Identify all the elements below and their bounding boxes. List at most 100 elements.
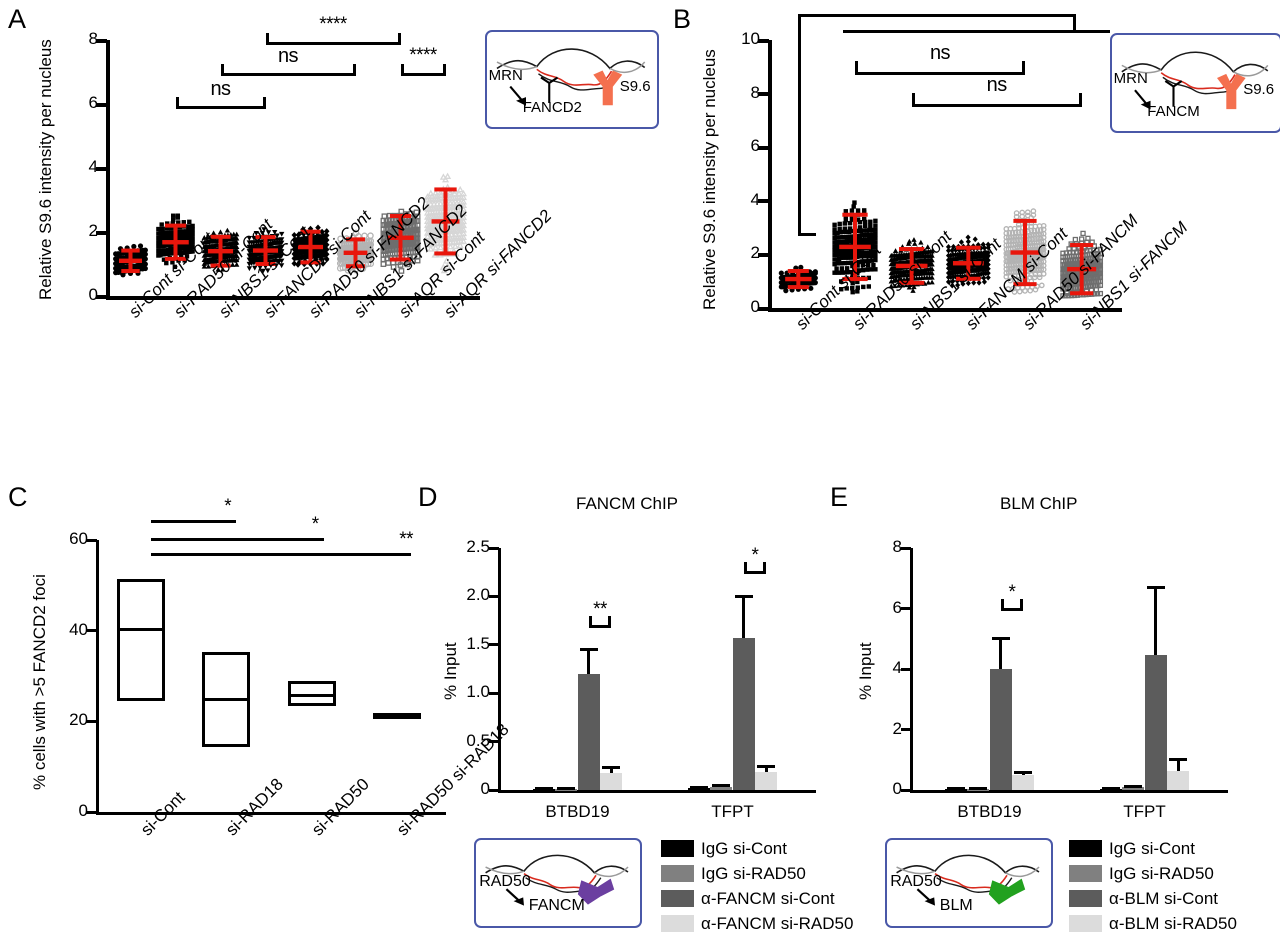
- panel-e-error-cap: [969, 787, 988, 791]
- panel-e-y-axis: [910, 548, 913, 792]
- panel-e-error-cap: [1146, 585, 1165, 589]
- panel-d-y-tick-label: 0: [480, 779, 490, 798]
- panel-d-sig-tick: [588, 616, 592, 628]
- panel-e-sig-bar: [1000, 608, 1024, 611]
- panel-b-sig-bar: [911, 104, 1082, 107]
- panel-c-box-median: [287, 693, 336, 697]
- panel-d-x-axis: [498, 790, 816, 793]
- panel-a-y-tick-label: 0: [88, 285, 98, 304]
- panel-e-y-tick-label: 8: [892, 537, 902, 556]
- panel-d-y-axis: [498, 548, 501, 792]
- panel-letter-d: D: [418, 482, 438, 512]
- panel-d-legend-label: IgG si-Cont: [701, 839, 787, 858]
- panel-c-box: [287, 680, 336, 707]
- panel-a-y-tick-label: 6: [88, 93, 98, 112]
- panel-b-sig-bar-top2: [843, 30, 1110, 33]
- panel-b-sig-label: ns: [929, 42, 951, 64]
- panel-e-error-bar: [1154, 587, 1158, 656]
- panel-d-y-tick-label: 1.5: [466, 633, 490, 653]
- panel-letter-b: B: [673, 4, 692, 34]
- panel-b-sig-tick-right: [1072, 14, 1076, 32]
- panel-d-sig-label: **: [593, 599, 607, 620]
- panel-a-sig-tick: [175, 97, 179, 109]
- panel-a-sig-tick: [352, 64, 356, 76]
- panel-e-error-cap: [946, 787, 965, 791]
- panel-d-sig-tick: [763, 562, 767, 574]
- panel-d-sig-label: *: [751, 545, 759, 566]
- panel-a-label-mrn: MRN: [488, 66, 523, 84]
- panel-a-sig-label: ns: [210, 78, 231, 100]
- panel-e-y-tick: [901, 607, 911, 610]
- panel-b-label-protein: FANCM: [1147, 103, 1200, 121]
- panel-d-y-tick-label: 1.0: [466, 682, 490, 702]
- panel-a-sig-tick: [220, 64, 224, 76]
- panel-d-bar: [687, 788, 711, 791]
- panel-d-rloop-diagram: [485, 854, 629, 906]
- panel-c-y-axis: [96, 540, 99, 814]
- panel-c-y-tick: [86, 810, 97, 814]
- panel-c-y-tick: [86, 629, 97, 633]
- panel-c-y-tick-label: 40: [69, 619, 88, 639]
- panel-c-sig-bar: [150, 553, 412, 556]
- panel-b-sig-bar-top: [798, 14, 1076, 17]
- panel-e-y-tick-label: 6: [892, 597, 902, 617]
- panel-b-y-tick-label: 6: [750, 136, 760, 156]
- panel-e-bar: [1166, 770, 1190, 790]
- panel-e-legend-swatch: [1069, 840, 1102, 857]
- panel-d-bar: [732, 638, 755, 790]
- panel-d-sig-tick: [608, 616, 612, 628]
- panel-c-sig-bar: [150, 520, 237, 523]
- panel-d-legend-label: α-FANCM si-Cont: [701, 889, 835, 908]
- panel-d-legend-label: IgG si-RAD50: [701, 864, 806, 883]
- panel-a-y-tick: [96, 230, 107, 235]
- panel-a-sig-tick: [442, 64, 446, 76]
- panel-c-box-median: [373, 713, 422, 717]
- panel-b-y-axis-title: Relative S9.6 intensity per nucleus: [700, 49, 719, 310]
- panel-d-y-tick: [489, 594, 499, 598]
- panel-b-rloop-diagram: [1121, 51, 1269, 110]
- panel-c-y-tick-label: 20: [69, 710, 88, 730]
- panel-d-error-bar: [742, 596, 746, 638]
- panel-e-error-cap: [1014, 770, 1033, 774]
- panel-b-y-tick-label: 4: [750, 189, 760, 209]
- panel-d-bar: [577, 673, 600, 790]
- panel-a-inset: MRN FANCD2 S9.6: [485, 30, 659, 129]
- panel-a-scatter-layer: [113, 172, 468, 278]
- panel-e-bar: [989, 669, 1012, 790]
- panel-d-title: FANCM ChIP: [576, 494, 679, 513]
- panel-c-sig-label: **: [399, 529, 414, 550]
- panel-c-sig-label: *: [224, 496, 232, 517]
- panel-e-label-0: RAD50: [890, 872, 942, 890]
- panel-a-y-axis-title: Relative S9.6 intensity per nucleus: [36, 39, 55, 300]
- panel-d-error-bar: [764, 766, 768, 772]
- panel-d-legend-swatch: [661, 890, 694, 907]
- panel-e-error-cap: [1101, 786, 1120, 790]
- panel-d-y-tick: [489, 788, 499, 792]
- panel-e-error-bar: [1176, 759, 1180, 771]
- panel-e-y-tick: [901, 728, 911, 731]
- panel-d-group-label: TFPT: [711, 802, 754, 821]
- panel-b-label-mrn: MRN: [1113, 69, 1148, 87]
- panel-a-y-tick-label: 4: [88, 157, 98, 176]
- panel-e-sig-tick: [1000, 599, 1004, 611]
- panel-d-error-cap: [557, 787, 576, 791]
- panel-e-legend-swatch: [1069, 890, 1102, 907]
- panel-e-sig-label: *: [1008, 582, 1016, 603]
- panel-d-legend-swatch: [661, 840, 694, 857]
- panel-letter-e: E: [830, 482, 849, 512]
- panel-c-sig-bar: [150, 538, 324, 541]
- panel-a-sig-bar: [220, 73, 356, 76]
- panel-b-y-tick-label: 2: [750, 243, 760, 263]
- panel-e-group-label: BTBD19: [957, 802, 1022, 821]
- panel-d-error-cap: [534, 786, 553, 790]
- panel-a-sig-bar: [175, 106, 266, 109]
- panel-b-sig-tick: [1078, 93, 1082, 107]
- panel-e-error-cap: [1169, 757, 1188, 761]
- panel-d-y-tick-label: 2.5: [466, 537, 490, 556]
- panel-e-error-cap: [991, 637, 1010, 641]
- panel-d-bar: [599, 772, 623, 790]
- panel-c-y-tick-label: 60: [69, 529, 88, 548]
- panel-c-x-axis: [96, 812, 446, 815]
- panel-e-y-tick-label: 4: [892, 658, 902, 677]
- panel-e-bar: [1011, 774, 1035, 790]
